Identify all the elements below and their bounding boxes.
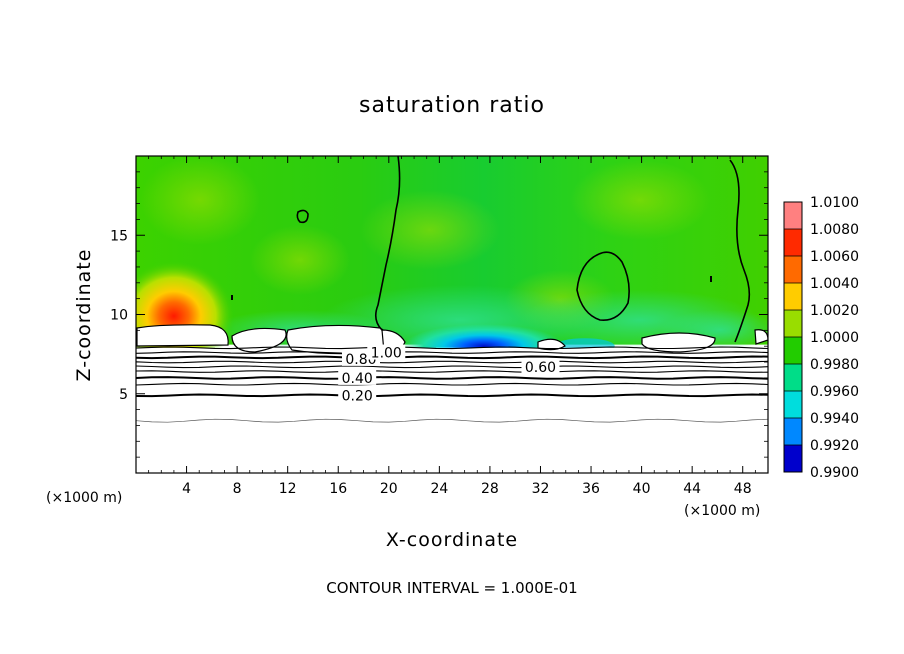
contour-label-3: 0.40 xyxy=(342,371,373,387)
colorbar-label-1: 1.0080 xyxy=(810,222,859,238)
colorbar-label-5: 1.0000 xyxy=(810,330,859,346)
field-unshaded xyxy=(136,347,768,473)
colorbar-segment-2 xyxy=(784,256,802,284)
colorbar: 1.0100 1.0080 1.0060 1.0040 1.0020 1.0000 0.99… xyxy=(783,195,859,481)
x-unit-right: (×1000 m) xyxy=(684,503,760,519)
x-axis-title: X-coordinate xyxy=(386,529,518,551)
x-tick-label-48: 48 xyxy=(734,481,752,497)
colorbar-segment-6 xyxy=(784,364,802,392)
y-axis: 5 10 15 xyxy=(110,171,768,458)
saturation-field xyxy=(136,156,768,473)
y-tick-label-15: 15 xyxy=(110,228,128,244)
x-tick-label-44: 44 xyxy=(683,481,701,497)
contour-line-6 xyxy=(136,365,768,369)
x-tick-label-40: 40 xyxy=(633,481,651,497)
x-tick-label-4: 4 xyxy=(182,481,191,497)
isoline-1-0 xyxy=(374,156,401,331)
contour-labels: 0.801.000.600.400.20 xyxy=(338,344,560,404)
chart-title: saturation ratio xyxy=(359,93,545,118)
colorbar-segment-4 xyxy=(784,310,802,338)
colorbar-label-9: 0.9920 xyxy=(810,438,859,454)
colorbar-segment-7 xyxy=(784,391,802,419)
colorbar-label-0: 1.0100 xyxy=(810,195,859,211)
cloud-region-6 xyxy=(754,329,768,345)
isoline-speck-2 xyxy=(231,295,233,300)
y-tick-label-10: 10 xyxy=(110,308,128,324)
colorbar-segment-3 xyxy=(784,283,802,311)
x-tick-label-20: 20 xyxy=(380,481,398,497)
contour-line-8 xyxy=(136,355,768,360)
x-tick-label-24: 24 xyxy=(430,481,448,497)
x-tick-label-8: 8 xyxy=(233,481,242,497)
contour-label-bg-4 xyxy=(338,387,377,403)
contour-label-bg-3 xyxy=(338,369,377,385)
x-tick-label-32: 32 xyxy=(532,481,550,497)
plot-area xyxy=(136,156,768,473)
contour-line-5 xyxy=(136,370,768,373)
isoline-speck-1 xyxy=(710,276,712,282)
isoline-1-1 xyxy=(729,159,751,343)
contour-line-9 xyxy=(136,351,768,354)
colorbar-label-6: 0.9980 xyxy=(810,357,859,373)
isoline-1-2 xyxy=(576,251,630,321)
contour-line-4 xyxy=(136,376,768,380)
contour-line-7 xyxy=(136,360,768,364)
field-patch-1 xyxy=(250,225,350,295)
contour-label-1: 1.00 xyxy=(371,346,402,362)
colorbar-label-4: 1.0020 xyxy=(810,303,859,319)
x-tick-label-28: 28 xyxy=(481,481,499,497)
colorbar-label-10: 0.9900 xyxy=(810,465,859,481)
isoline-1-3 xyxy=(296,209,309,224)
y-tick-label-5: 5 xyxy=(119,387,128,403)
contour-line-2 xyxy=(136,393,768,398)
field-patch-0 xyxy=(140,156,260,245)
contour-line-1 xyxy=(136,418,768,423)
x-axis: 4 8 12 16 20 24 28 32 36 40 44 48 xyxy=(148,156,756,497)
contour-label-bg-1 xyxy=(367,344,406,360)
cloud-region-4 xyxy=(537,338,566,351)
contour-label-bg-2 xyxy=(521,358,560,374)
x-tick-label-12: 12 xyxy=(279,481,297,497)
contour-label-2: 0.60 xyxy=(525,360,556,376)
contour-line-3 xyxy=(136,382,768,386)
colorbar-segment-9 xyxy=(784,445,802,473)
colorbar-segment-0 xyxy=(784,202,802,230)
y-axis-title: Z-coordinate xyxy=(73,249,95,382)
colorbar-label-7: 0.9960 xyxy=(810,384,859,400)
contour-lines xyxy=(136,156,768,423)
colorbar-label-2: 1.0060 xyxy=(810,249,859,265)
colorbar-segment-1 xyxy=(784,229,802,257)
contour-line-10 xyxy=(136,346,768,350)
cloud-region-0 xyxy=(136,324,229,347)
field-patch-2 xyxy=(360,190,500,270)
contour-interval-note: CONTOUR INTERVAL = 1.000E-01 xyxy=(326,579,577,597)
x-tick-label-16: 16 xyxy=(329,481,347,497)
colorbar-label-8: 0.9940 xyxy=(810,411,859,427)
x-tick-label-36: 36 xyxy=(582,481,600,497)
contour-label-4: 0.20 xyxy=(342,388,373,404)
colorbar-segment-8 xyxy=(784,418,802,446)
colorbar-segment-5 xyxy=(784,337,802,365)
field-patch-3 xyxy=(570,160,710,240)
x-unit-left: (×1000 m) xyxy=(46,490,122,506)
colorbar-label-3: 1.0040 xyxy=(810,276,859,292)
